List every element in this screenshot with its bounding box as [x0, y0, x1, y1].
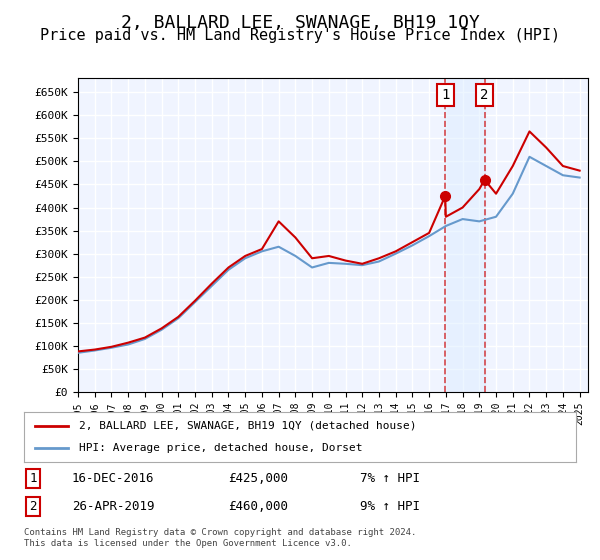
Text: 2: 2 [29, 500, 37, 514]
Text: 9% ↑ HPI: 9% ↑ HPI [360, 500, 420, 514]
Text: HPI: Average price, detached house, Dorset: HPI: Average price, detached house, Dors… [79, 443, 362, 453]
Text: £425,000: £425,000 [228, 472, 288, 486]
Text: 2: 2 [481, 88, 489, 102]
Text: Price paid vs. HM Land Registry's House Price Index (HPI): Price paid vs. HM Land Registry's House … [40, 28, 560, 43]
Text: Contains HM Land Registry data © Crown copyright and database right 2024.
This d: Contains HM Land Registry data © Crown c… [24, 528, 416, 548]
Text: £460,000: £460,000 [228, 500, 288, 514]
Bar [445, 78, 485, 392]
Text: 1: 1 [29, 472, 37, 486]
Text: 7% ↑ HPI: 7% ↑ HPI [360, 472, 420, 486]
Text: 1: 1 [441, 88, 449, 102]
Text: 2, BALLARD LEE, SWANAGE, BH19 1QY: 2, BALLARD LEE, SWANAGE, BH19 1QY [121, 14, 479, 32]
Text: 2, BALLARD LEE, SWANAGE, BH19 1QY (detached house): 2, BALLARD LEE, SWANAGE, BH19 1QY (detac… [79, 421, 416, 431]
Text: 26-APR-2019: 26-APR-2019 [72, 500, 155, 514]
Text: 16-DEC-2016: 16-DEC-2016 [72, 472, 155, 486]
